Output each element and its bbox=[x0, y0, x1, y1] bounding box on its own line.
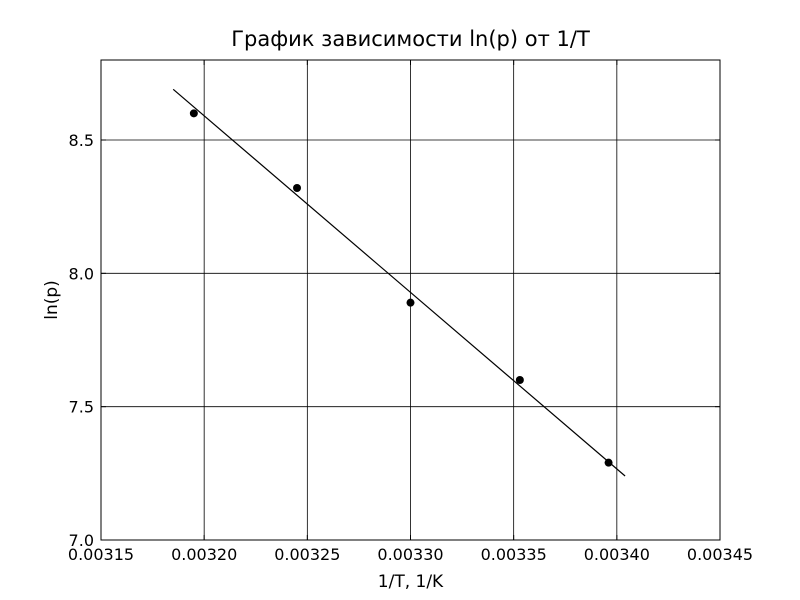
x-tick-label: 0.00345 bbox=[687, 545, 753, 564]
x-tick-label: 0.00315 bbox=[68, 545, 134, 564]
y-tick-label: 8.0 bbox=[69, 264, 94, 283]
chart-title: График зависимости ln(p) от 1/T bbox=[231, 27, 590, 51]
x-tick-label: 0.00340 bbox=[584, 545, 650, 564]
x-tick-label: 0.00325 bbox=[274, 545, 340, 564]
series-layer bbox=[172, 88, 626, 477]
x-tick-label: 0.00320 bbox=[171, 545, 237, 564]
grid-layer bbox=[101, 60, 720, 540]
data-point bbox=[189, 109, 198, 118]
tick-layer: 0.00315 0.00320 0.00325 0.00330 0.00335 0.003… bbox=[68, 60, 753, 564]
x-tick-label: 0.00335 bbox=[481, 545, 547, 564]
data-point bbox=[406, 298, 415, 307]
y-axis-title: ln(p) bbox=[42, 280, 62, 320]
x-tick-label: 0.00330 bbox=[377, 545, 443, 564]
data-point bbox=[293, 184, 302, 192]
y-tick-label: 7.0 bbox=[69, 531, 94, 550]
y-tick-label: 7.5 bbox=[69, 398, 94, 417]
fit-line bbox=[172, 88, 626, 477]
data-point bbox=[515, 376, 524, 384]
y-tick-label: 8.5 bbox=[69, 131, 94, 150]
x-axis-title: 1/T, 1/K bbox=[378, 572, 444, 592]
